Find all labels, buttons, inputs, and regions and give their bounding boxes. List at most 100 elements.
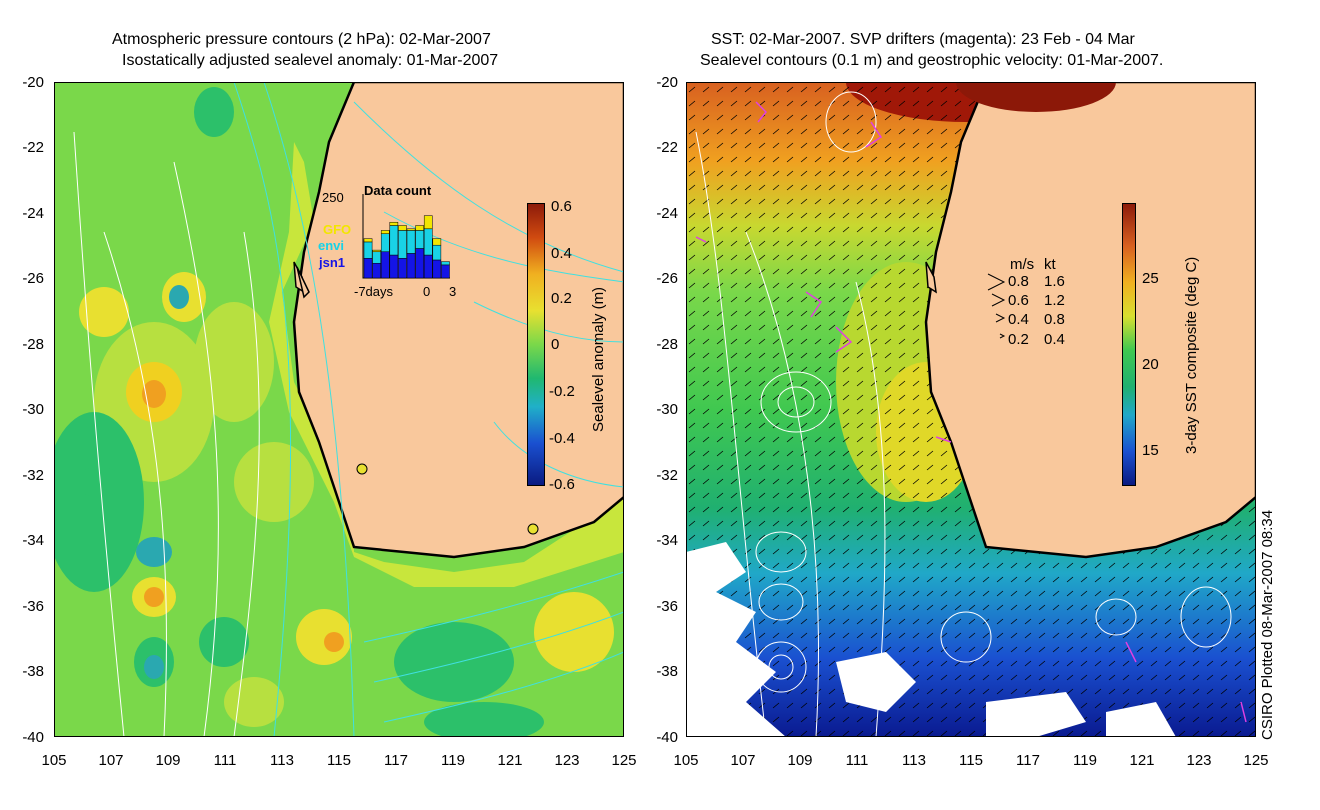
right-xtick: 119 xyxy=(1073,752,1097,769)
right-ytick: -22 xyxy=(656,139,678,156)
left-ytick: -38 xyxy=(22,663,44,680)
right-xtick: 107 xyxy=(730,752,756,769)
left-xtick: 109 xyxy=(155,752,181,769)
right-title-line1: SST: 02-Mar-2007. SVP drifters (magenta)… xyxy=(711,31,1135,48)
svp-drifter-tracks xyxy=(695,101,1247,723)
left-xtick: 119 xyxy=(441,752,465,769)
left-xtick: 113 xyxy=(270,752,294,769)
vel-legend-arrows xyxy=(987,273,1006,339)
left-xtick: 121 xyxy=(497,752,523,769)
right-title-line2: Sealevel contours (0.1 m) and geostrophi… xyxy=(700,52,1164,69)
data-count-chart xyxy=(362,194,450,279)
data-count-title: Data count xyxy=(364,183,432,198)
left-ytick: -36 xyxy=(22,598,44,615)
sst-colorbar xyxy=(1122,203,1136,486)
data-count-xlabel-left: -7days xyxy=(354,284,394,299)
data-count-bar-gfo xyxy=(380,230,390,234)
data-count-bar-envi xyxy=(423,228,433,256)
data-count-bar-jsn1 xyxy=(372,262,381,279)
legend-gfo: GFO xyxy=(323,222,352,237)
data-count-bar-envi xyxy=(389,225,399,256)
right-map xyxy=(686,82,1256,737)
data-count-bar-jsn1 xyxy=(415,248,424,279)
right-ytick: -34 xyxy=(656,532,678,549)
right-ytick: -24 xyxy=(656,205,678,222)
right-ytick: -30 xyxy=(656,401,678,418)
data-count-bar-gfo xyxy=(406,228,416,231)
vel-legend-kt: 1.6 xyxy=(1044,273,1065,290)
sealevel-cb-tick: -0.2 xyxy=(549,383,575,400)
sealevel-cb-tick: 0.6 xyxy=(551,198,572,215)
legend-jsn1: jsn1 xyxy=(319,255,346,270)
australia-landmass-right xyxy=(924,82,1256,559)
sealevel-colorbar xyxy=(527,203,545,486)
left-xtick: 123 xyxy=(554,752,580,769)
vel-legend-ms: 0.8 xyxy=(1008,273,1029,290)
right-ytick: -26 xyxy=(656,270,678,287)
left-xtick: 125 xyxy=(611,752,637,769)
right-xtick: 105 xyxy=(673,752,699,769)
vel-legend-kt: 0.4 xyxy=(1044,331,1065,348)
right-ytick: -20 xyxy=(656,74,678,91)
data-count-bar-envi xyxy=(380,233,390,253)
data-count-bar-jsn1 xyxy=(406,253,416,279)
left-xtick: 117 xyxy=(384,752,408,769)
vel-legend-ms-header: m/s xyxy=(1010,256,1035,273)
left-ytick: -26 xyxy=(22,270,44,287)
sst-cb-label: 3-day SST composite (deg C) xyxy=(1183,256,1200,454)
left-ytick: -30 xyxy=(22,401,44,418)
sealevel-cb-tick: 0.2 xyxy=(551,290,572,307)
positive-anomaly-peak xyxy=(142,380,166,408)
left-ytick: -34 xyxy=(22,532,44,549)
right-xtick: 115 xyxy=(959,752,983,769)
sealevel-contours xyxy=(695,91,1232,737)
left-title-line2: Isostatically adjusted sealevel anomaly:… xyxy=(122,52,499,69)
sst-cb-tick: 15 xyxy=(1142,442,1159,459)
data-count-bar-jsn1 xyxy=(398,258,407,279)
data-count-bar-envi xyxy=(363,241,373,259)
sst-cb-tick: 20 xyxy=(1142,356,1159,373)
data-count-bar-envi xyxy=(398,230,407,259)
data-count-bar-jsn1 xyxy=(380,251,390,279)
left-xtick: 111 xyxy=(213,752,237,769)
left-ytick: -22 xyxy=(22,139,44,156)
data-count-bar-jsn1 xyxy=(423,254,433,279)
right-xtick: 111 xyxy=(845,752,869,769)
right-ytick: -28 xyxy=(656,336,678,353)
data-count-bar-gfo xyxy=(389,221,399,226)
data-count-bar-gfo xyxy=(432,238,442,246)
data-count-bar-envi xyxy=(406,230,416,254)
right-ytick: -36 xyxy=(656,598,678,615)
right-xtick: 109 xyxy=(787,752,813,769)
sealevel-cb-tick: -0.6 xyxy=(549,476,575,493)
data-count-bar-gfo xyxy=(423,215,433,230)
data-count-xlabel-zero: 0 xyxy=(423,284,431,299)
left-ytick: -20 xyxy=(22,74,44,91)
right-xtick: 117 xyxy=(1016,752,1040,769)
sealevel-cb-tick: -0.4 xyxy=(549,430,575,447)
data-count-bar-gfo xyxy=(398,225,407,231)
vel-legend-kt-header: kt xyxy=(1044,256,1056,273)
sealevel-cb-tick: 0 xyxy=(551,336,560,353)
data-count-max: 250 xyxy=(322,190,344,205)
vel-legend-kt: 0.8 xyxy=(1044,311,1065,328)
left-ytick: -28 xyxy=(22,336,44,353)
vel-legend-ms: 0.2 xyxy=(1008,331,1029,348)
left-xtick: 105 xyxy=(41,752,67,769)
data-count-bar-gfo xyxy=(372,249,381,253)
left-ytick: -40 xyxy=(22,729,44,746)
legend-envi: envi xyxy=(318,238,345,253)
left-ytick: -24 xyxy=(22,205,44,222)
right-xtick: 125 xyxy=(1243,752,1269,769)
left-title-line1: Atmospheric pressure contours (2 hPa): 0… xyxy=(112,31,491,48)
data-count-bar-jsn1 xyxy=(389,254,399,279)
vel-legend-ms: 0.6 xyxy=(1008,292,1029,309)
sealevel-cb-label: Sealevel anomaly (m) xyxy=(590,286,607,432)
data-count-xlabel-right: 3 xyxy=(449,284,457,299)
data-count-bar-envi xyxy=(432,244,442,261)
right-xtick: 121 xyxy=(1129,752,1155,769)
vel-legend-kt: 1.2 xyxy=(1044,292,1065,309)
data-count-bar-jsn1 xyxy=(441,264,450,279)
data-count-bar-gfo xyxy=(363,238,373,243)
right-xtick: 113 xyxy=(902,752,926,769)
